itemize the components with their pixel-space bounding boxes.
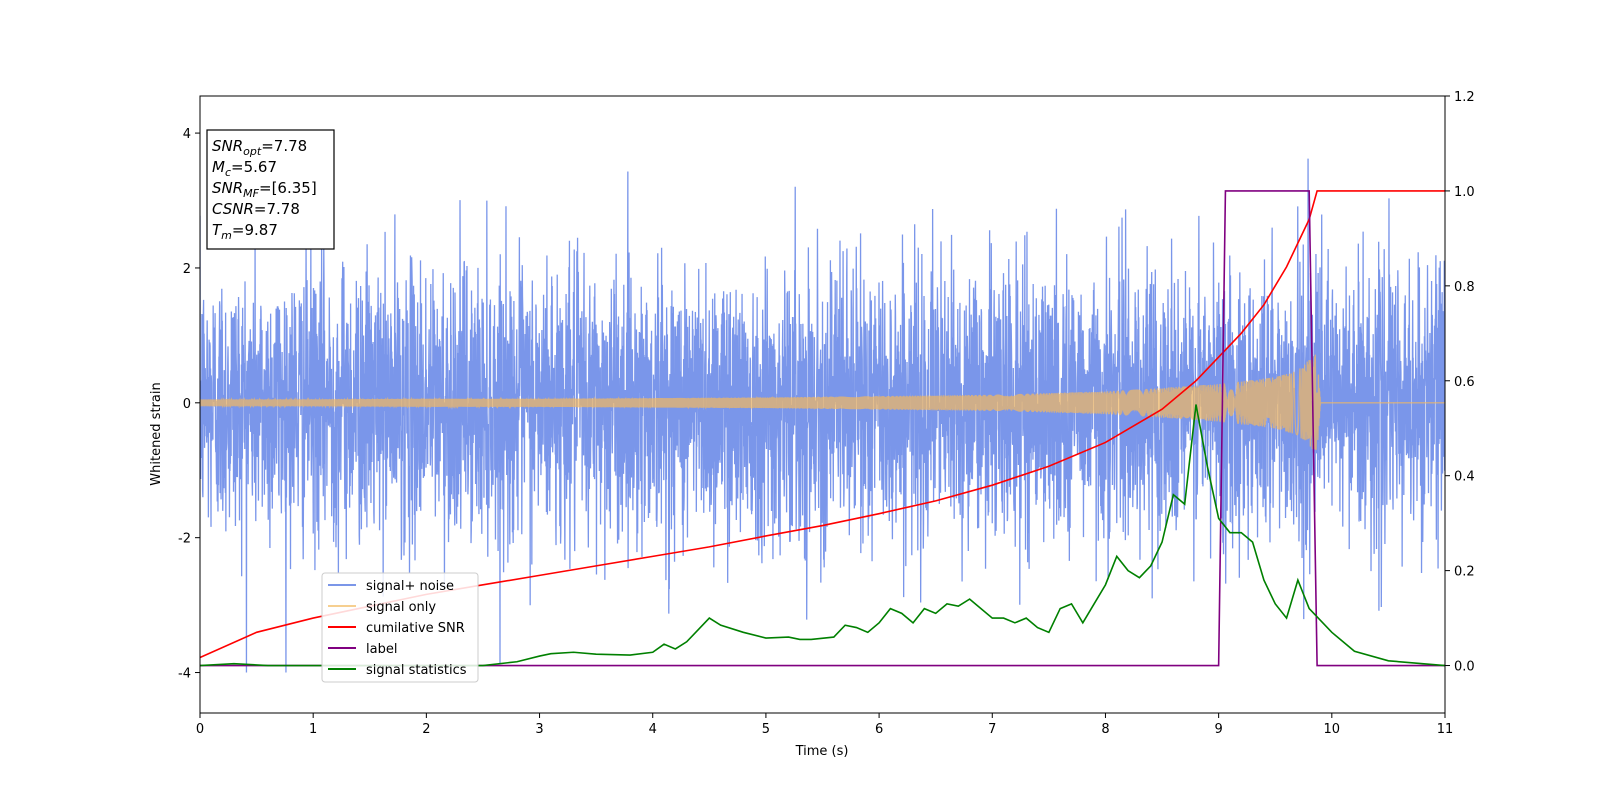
plot-frame bbox=[199, 95, 1446, 714]
legend-label-signal-only: signal only bbox=[366, 600, 436, 615]
y-axis-label: Whitened strain bbox=[149, 382, 164, 485]
info-line: SNRopt=7.78 bbox=[212, 137, 307, 158]
series-label bbox=[200, 190, 1445, 667]
series-signal-noise bbox=[200, 158, 1445, 673]
y-right-tick-label: 0.4 bbox=[1454, 470, 1475, 485]
info-line: SNRMF=[6.35] bbox=[212, 179, 317, 200]
series-signal-statistics bbox=[200, 404, 1445, 667]
legend-label-label: label bbox=[366, 642, 397, 657]
y-right-tick-label: 0.8 bbox=[1454, 280, 1475, 295]
x-tick-label: 11 bbox=[1437, 722, 1454, 737]
x-tick-label: 0 bbox=[196, 722, 204, 737]
legend-label-cumilative-snr: cumilative SNR bbox=[366, 621, 465, 636]
x-tick-label: 1 bbox=[309, 722, 317, 737]
y-right-tick-label: 1.2 bbox=[1454, 90, 1475, 105]
x-tick-label: 4 bbox=[649, 722, 657, 737]
y-right-tick-label: 0.0 bbox=[1454, 660, 1475, 675]
legend-label-signal-statistics: signal statistics bbox=[366, 663, 467, 678]
y-left-tick-label: 2 bbox=[183, 262, 191, 277]
y-left-tick-label: 0 bbox=[183, 397, 191, 412]
info-line: Mc=5.67 bbox=[212, 158, 277, 179]
info-line: Tm=9.87 bbox=[212, 221, 278, 242]
x-tick-label: 7 bbox=[988, 722, 996, 737]
y-right-tick-label: 0.6 bbox=[1454, 375, 1475, 390]
legend: signal+ noise signal only cumilative SNR la… bbox=[321, 572, 479, 683]
y-right-tick-label: 0.2 bbox=[1454, 565, 1475, 580]
x-tick-label: 9 bbox=[1214, 722, 1222, 737]
series-signal-only bbox=[200, 354, 1445, 451]
x-tick-label: 6 bbox=[875, 722, 883, 737]
y-right-tick-label: 1.0 bbox=[1454, 185, 1475, 200]
x-tick-label: 8 bbox=[1101, 722, 1109, 737]
x-axis-label: Time (s) bbox=[795, 744, 849, 759]
x-tick-label: 10 bbox=[1324, 722, 1341, 737]
x-tick-label: 5 bbox=[762, 722, 770, 737]
y-left-tick-label: -2 bbox=[178, 532, 191, 547]
info-line: CSNR=7.78 bbox=[212, 200, 300, 218]
x-tick-label: 2 bbox=[422, 722, 430, 737]
legend-label-signal-noise: signal+ noise bbox=[366, 579, 454, 594]
x-tick-label: 3 bbox=[535, 722, 543, 737]
y-left-tick-label: -4 bbox=[178, 667, 191, 682]
y-left-tick-label: 4 bbox=[183, 127, 191, 142]
